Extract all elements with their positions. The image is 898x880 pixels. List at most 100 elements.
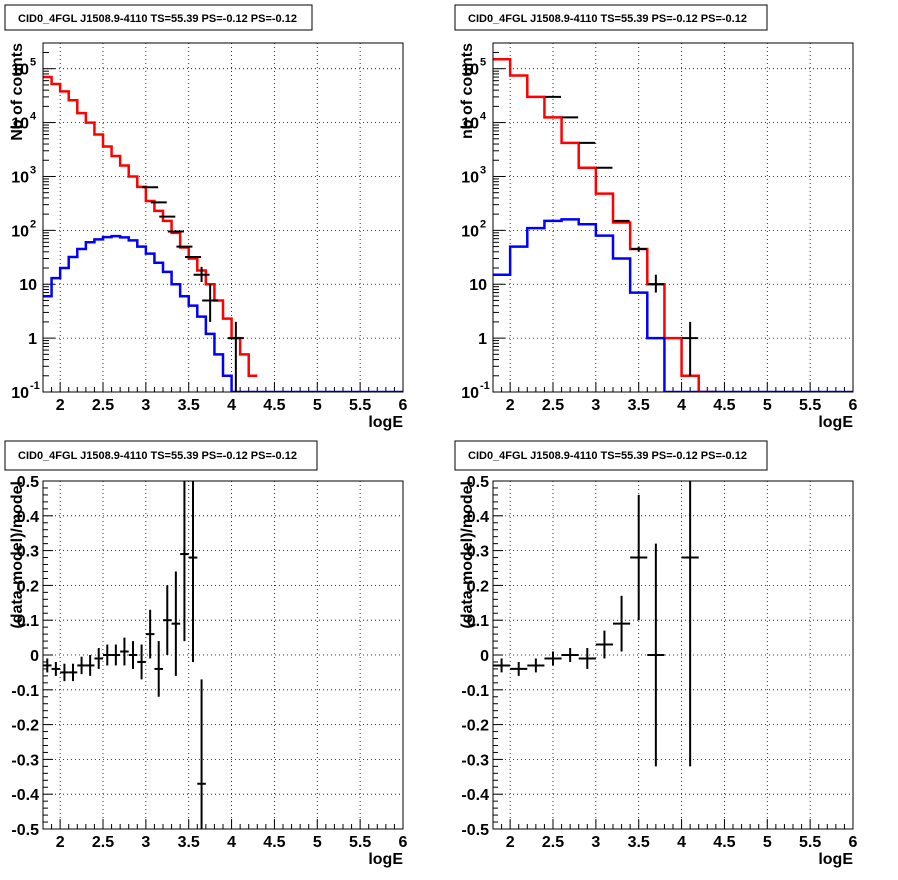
data-point [68,663,78,682]
x-tick-label: 2 [56,834,65,851]
plot-frame [42,480,404,830]
x-tick-label: 5.5 [349,397,371,414]
data-point [527,658,545,673]
y-tick-exponent: 3 [30,164,36,176]
chart-title: CID0_4FGL J1508.9-4110 TS=55.39 PS=-0.12… [468,13,747,25]
y-tick-exponent: 5 [480,57,486,69]
plot-area [493,57,853,392]
x-tick-label: 2 [56,397,65,414]
chart-title-box [454,4,768,31]
x-axis-title: logE [368,414,403,431]
data-point [128,641,138,669]
data-point [111,644,121,666]
y-tick-label: 1 [28,331,37,348]
x-tick-label: 3.5 [178,834,200,851]
y-tick-label: -0.1 [461,683,489,700]
y-tick-label: -0.3 [461,752,489,769]
data-point [613,595,631,652]
x-tick-label: 4.5 [713,397,735,414]
x-tick-label: 5 [313,834,322,851]
x-tick-label: 2 [506,397,515,414]
data-point [493,658,511,673]
y-tick-label: 10 [19,277,37,294]
data-point [77,656,86,675]
plot-area [493,481,699,767]
data-point [578,648,596,669]
data-point [163,585,172,655]
y-tick-label: 10 [11,116,29,133]
y-tick-exponent: 2 [30,218,36,230]
data-point [103,644,112,666]
data-point [647,274,664,293]
y-tick-label: -0.2 [11,718,39,735]
x-axis-title: logE [368,851,403,868]
histogram-series-2 [493,218,853,392]
y-tick-label: 10 [461,385,479,402]
data-point [94,648,103,669]
data-point [681,481,699,767]
x-tick-label: 3.5 [628,397,650,414]
data-point [43,658,52,673]
histogram-series-2 [43,234,403,392]
x-tick-label: 4 [227,834,236,851]
histogram-series-1 [43,75,258,378]
y-tick-label: 0 [480,648,489,665]
data-point [227,321,244,392]
x-tick-label: 3 [141,834,150,851]
y-tick-label: 0.2 [17,578,39,595]
data-point [682,321,699,376]
plot-frame [492,42,854,393]
x-tick-label: 4 [227,397,236,414]
x-axis-title: logE [818,851,853,868]
x-tick-label: 2 [506,834,515,851]
x-axis-title: logE [818,414,853,431]
y-tick-label: 1 [478,331,487,348]
chart-title-box [454,440,768,471]
y-tick-exponent: -1 [30,380,40,392]
y-tick-exponent: 5 [30,57,36,69]
histogram-series-1 [493,57,716,392]
x-tick-label: 3 [141,397,150,414]
y-tick-exponent: 4 [30,111,37,123]
y-tick-exponent: 4 [480,111,487,123]
data-point [60,663,69,682]
data-point [202,284,219,322]
y-tick-label: 10 [461,116,479,133]
y-axis-title: (data-model)/model [9,481,26,629]
x-tick-label: 3 [591,397,600,414]
x-tick-label: 6 [849,834,858,851]
chart-panel-2: CID0_4FGL J1508.9-4110 TS=55.39 PS=-0.12… [454,4,858,431]
plot-area [43,481,206,829]
y-tick-label: -0.4 [11,787,39,804]
x-tick-label: 5.5 [799,397,821,414]
y-tick-label: 10 [11,169,29,186]
y-tick-label: -0.2 [461,718,489,735]
data-point [197,679,206,829]
x-tick-label: 4.5 [263,834,285,851]
chart-title: CID0_4FGL J1508.9-4110 TS=55.39 PS=-0.12… [18,13,297,25]
x-tick-label: 3 [591,834,600,851]
x-tick-label: 2.5 [542,834,564,851]
data-point [180,481,189,642]
x-tick-label: 2.5 [542,397,564,414]
x-tick-label: 2.5 [92,834,114,851]
y-tick-exponent: 3 [480,164,486,176]
chart-title-box [4,440,318,471]
data-point [154,641,163,697]
y-tick-label: 0.4 [17,509,39,526]
y-tick-label: 0.5 [467,474,489,491]
data-point [137,644,146,680]
data-point [193,266,210,283]
x-tick-label: 6 [399,397,408,414]
y-tick-exponent: -1 [480,380,490,392]
plot-area [43,75,403,392]
data-point [171,571,181,676]
data-point [544,651,562,666]
plot-frame [492,480,854,830]
x-tick-label: 4 [677,834,686,851]
y-tick-label: 0.3 [17,544,39,561]
y-tick-label: -0.4 [461,787,489,804]
x-tick-label: 5 [763,397,772,414]
data-point [630,246,647,252]
